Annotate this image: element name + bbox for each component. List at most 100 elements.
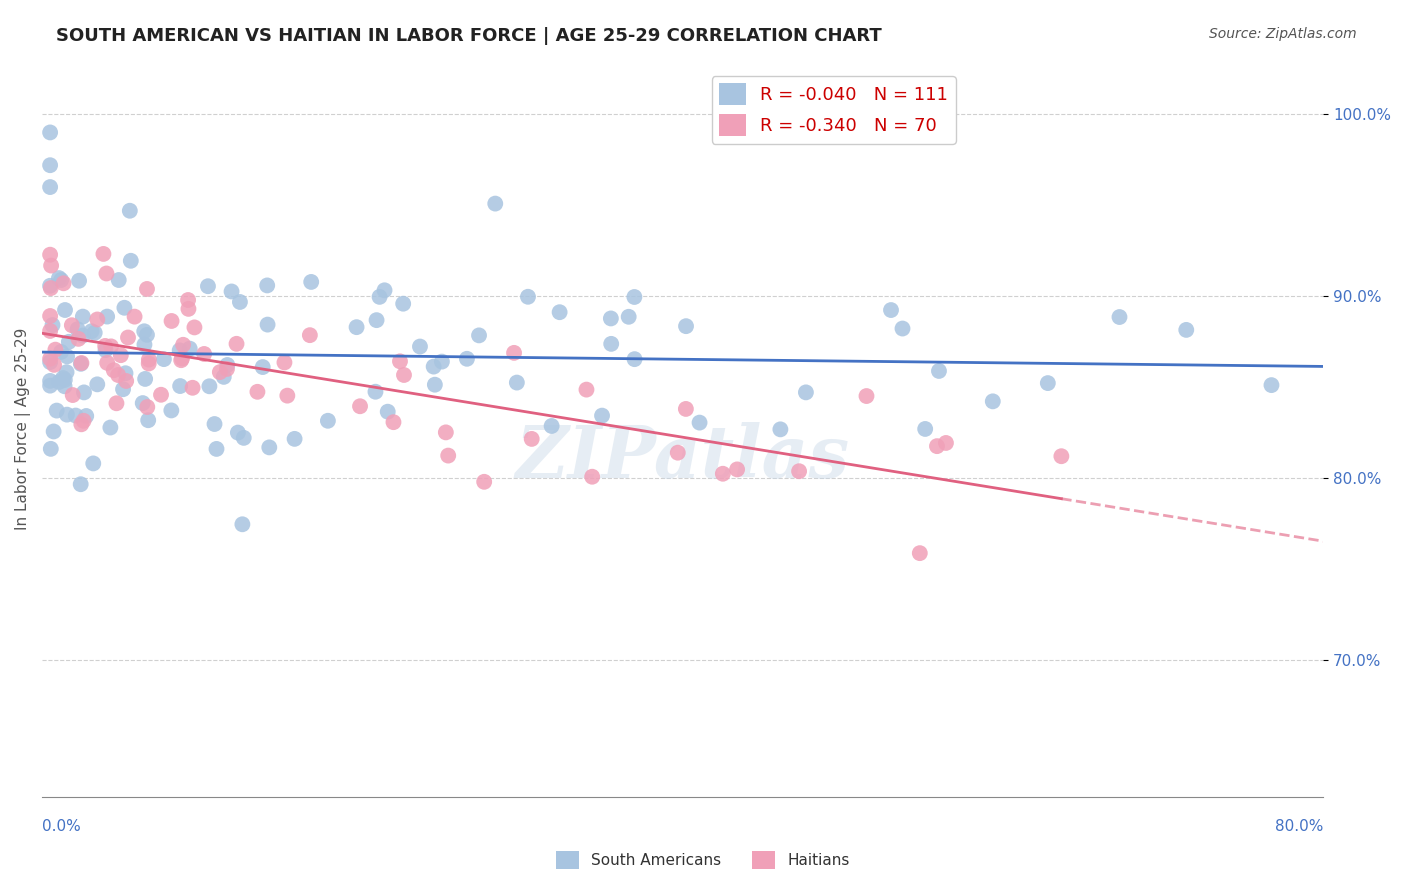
Point	[170, 351, 193, 366]
Point	[39, 158, 62, 172]
Point	[48, 375, 70, 389]
Point	[217, 358, 239, 372]
Point	[49, 273, 72, 287]
Point	[86, 377, 108, 392]
Point	[96, 267, 118, 281]
Point	[70, 417, 93, 432]
Text: SOUTH AMERICAN VS HAITIAN IN LABOR FORCE | AGE 25-29 CORRELATION CHART: SOUTH AMERICAN VS HAITIAN IN LABOR FORCE…	[56, 27, 882, 45]
Point	[39, 374, 62, 388]
Point	[259, 441, 281, 455]
Point	[94, 343, 117, 357]
Point	[675, 319, 697, 334]
Point	[136, 413, 159, 427]
Point	[600, 336, 623, 351]
Point	[204, 417, 226, 431]
Point	[581, 469, 603, 483]
Point	[134, 372, 156, 386]
Point	[855, 389, 877, 403]
Point	[935, 436, 957, 450]
Point	[69, 477, 91, 491]
Point	[725, 462, 748, 476]
Point	[599, 311, 621, 326]
Point	[96, 356, 118, 370]
Point	[39, 442, 62, 456]
Point	[150, 388, 173, 402]
Point	[136, 327, 159, 342]
Point	[117, 330, 139, 344]
Point	[120, 253, 142, 268]
Point	[231, 517, 253, 532]
Point	[83, 326, 105, 340]
Point	[110, 348, 132, 362]
Point	[62, 388, 84, 402]
Point	[39, 259, 62, 273]
Point	[787, 464, 810, 478]
Point	[422, 359, 444, 374]
Point	[346, 320, 368, 334]
Point	[80, 324, 103, 338]
Point	[430, 354, 453, 368]
Point	[434, 425, 457, 440]
Point	[623, 290, 645, 304]
Point	[49, 345, 72, 359]
Point	[181, 381, 204, 395]
Point	[56, 408, 79, 422]
Point	[136, 282, 159, 296]
Point	[423, 377, 446, 392]
Point	[484, 196, 506, 211]
Point	[56, 350, 79, 364]
Point	[252, 360, 274, 375]
Point	[93, 247, 115, 261]
Point	[368, 290, 391, 304]
Point	[172, 338, 194, 352]
Point	[75, 409, 97, 423]
Point	[256, 318, 278, 332]
Point	[73, 385, 96, 400]
Point	[456, 351, 478, 366]
Point	[160, 314, 183, 328]
Point	[299, 275, 322, 289]
Point	[769, 422, 792, 436]
Point	[160, 403, 183, 417]
Point	[94, 339, 117, 353]
Point	[45, 403, 67, 417]
Point	[138, 357, 160, 371]
Point	[891, 321, 914, 335]
Point	[221, 285, 243, 299]
Point	[96, 310, 118, 324]
Point	[409, 340, 432, 354]
Point	[377, 405, 399, 419]
Point	[39, 309, 62, 323]
Text: ZIPatlas: ZIPatlas	[516, 422, 849, 493]
Point	[39, 125, 62, 139]
Point	[100, 420, 122, 434]
Point	[69, 357, 91, 371]
Point	[52, 371, 75, 385]
Point	[212, 369, 235, 384]
Point	[44, 343, 66, 357]
Point	[689, 416, 711, 430]
Point	[364, 384, 387, 399]
Point	[1036, 376, 1059, 390]
Point	[215, 362, 238, 376]
Text: 80.0%: 80.0%	[1275, 819, 1323, 834]
Point	[392, 368, 415, 382]
Point	[925, 439, 948, 453]
Point	[48, 271, 70, 285]
Point	[65, 409, 87, 423]
Point	[1175, 323, 1198, 337]
Point	[112, 301, 135, 315]
Point	[169, 379, 191, 393]
Point	[1260, 378, 1282, 392]
Point	[273, 355, 295, 369]
Point	[298, 328, 321, 343]
Point	[794, 385, 817, 400]
Point	[42, 425, 65, 439]
Point	[711, 467, 734, 481]
Point	[103, 363, 125, 377]
Point	[53, 373, 76, 387]
Point	[373, 283, 395, 297]
Text: Source: ZipAtlas.com: Source: ZipAtlas.com	[1209, 27, 1357, 41]
Point	[623, 352, 645, 367]
Point	[503, 346, 526, 360]
